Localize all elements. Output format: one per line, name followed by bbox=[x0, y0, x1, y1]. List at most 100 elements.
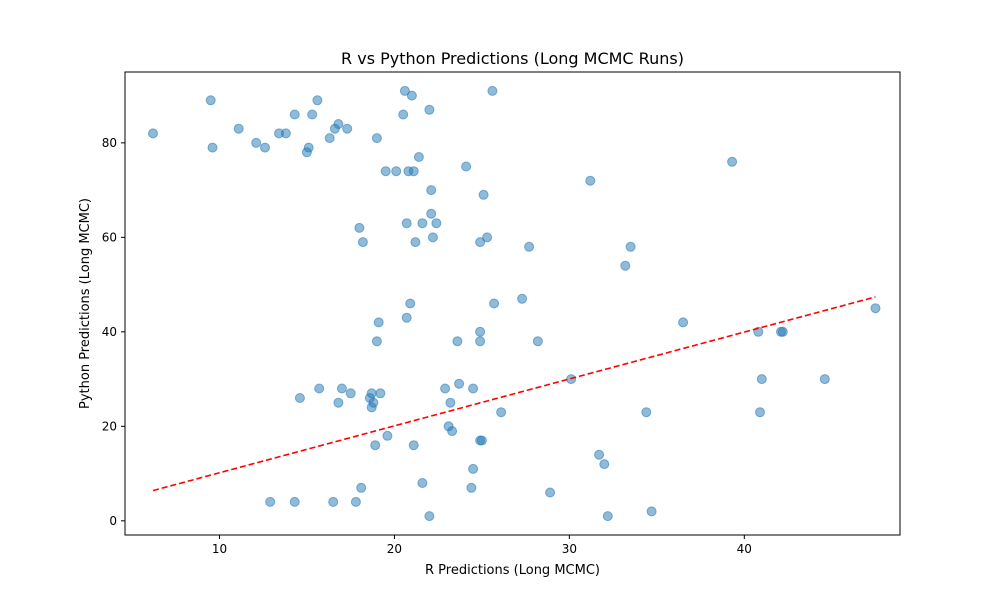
data-point bbox=[303, 142, 314, 153]
data-point bbox=[468, 463, 479, 474]
data-point bbox=[424, 511, 435, 522]
data-point bbox=[233, 123, 244, 134]
data-point bbox=[294, 393, 305, 403]
y-axis-label: Python Predictions (Long MCMC) bbox=[78, 198, 93, 409]
x-tick-label: 30 bbox=[562, 542, 577, 556]
data-point bbox=[454, 378, 465, 389]
data-point bbox=[265, 496, 276, 507]
data-point bbox=[585, 175, 596, 186]
data-point bbox=[401, 312, 412, 323]
data-point bbox=[398, 109, 409, 120]
data-point bbox=[478, 189, 489, 200]
data-point bbox=[496, 407, 507, 418]
fit-line-layer bbox=[152, 296, 876, 492]
data-point bbox=[408, 440, 419, 451]
points-layer bbox=[148, 85, 881, 522]
data-point bbox=[870, 303, 881, 314]
data-point bbox=[431, 218, 442, 229]
data-point bbox=[755, 407, 765, 418]
data-point bbox=[405, 298, 416, 309]
data-point bbox=[482, 232, 493, 243]
y-tick-label: 20 bbox=[102, 419, 117, 433]
data-point bbox=[410, 237, 421, 248]
data-point bbox=[594, 449, 605, 460]
data-point bbox=[356, 482, 367, 493]
data-point bbox=[289, 109, 300, 120]
fit-line bbox=[152, 296, 876, 492]
data-point bbox=[380, 166, 391, 177]
data-point bbox=[366, 388, 377, 399]
data-point bbox=[399, 85, 410, 96]
data-point bbox=[370, 440, 381, 451]
data-point bbox=[336, 383, 347, 394]
data-point bbox=[401, 218, 412, 229]
data-point bbox=[205, 95, 216, 106]
data-point bbox=[426, 185, 437, 196]
y-axis-ticks: 0 20 40 60 80 bbox=[102, 136, 125, 528]
chart-title: R vs Python Predictions (Long MCMC Runs) bbox=[341, 49, 684, 68]
data-point bbox=[641, 407, 652, 418]
data-point bbox=[517, 293, 528, 304]
data-point bbox=[417, 478, 428, 488]
data-point bbox=[280, 128, 291, 139]
data-point bbox=[475, 336, 486, 347]
data-point bbox=[333, 119, 344, 129]
data-point bbox=[426, 208, 437, 219]
data-point bbox=[324, 133, 335, 144]
data-point bbox=[476, 435, 487, 446]
data-point bbox=[487, 85, 498, 96]
data-point bbox=[366, 402, 377, 413]
data-point bbox=[620, 260, 631, 271]
data-point bbox=[599, 459, 610, 470]
data-point bbox=[312, 95, 323, 106]
data-point bbox=[328, 496, 339, 507]
y-tick-label: 80 bbox=[102, 136, 117, 150]
data-point bbox=[468, 383, 479, 394]
data-point bbox=[371, 133, 382, 144]
data-point bbox=[475, 237, 486, 248]
data-point bbox=[524, 241, 535, 252]
data-point bbox=[461, 161, 472, 172]
data-point bbox=[148, 128, 158, 139]
data-point bbox=[466, 482, 477, 493]
data-point bbox=[408, 166, 419, 177]
x-tick-label: 20 bbox=[387, 542, 402, 556]
data-point bbox=[382, 430, 393, 441]
data-point bbox=[354, 222, 365, 233]
data-point bbox=[406, 90, 417, 101]
data-point bbox=[413, 152, 424, 162]
data-point bbox=[375, 388, 386, 399]
data-point bbox=[333, 397, 344, 408]
y-tick-label: 40 bbox=[102, 325, 117, 339]
data-point bbox=[373, 317, 384, 328]
data-point bbox=[342, 123, 353, 134]
data-point bbox=[646, 506, 657, 517]
data-point bbox=[307, 109, 318, 120]
x-axis-ticks: 10 20 30 40 bbox=[212, 535, 752, 556]
data-point bbox=[445, 397, 456, 408]
x-tick-label: 10 bbox=[212, 542, 227, 556]
data-point bbox=[819, 374, 830, 385]
data-point bbox=[625, 241, 636, 252]
x-tick-label: 40 bbox=[737, 542, 752, 556]
data-point bbox=[424, 104, 435, 115]
data-point bbox=[440, 383, 451, 394]
y-tick-label: 0 bbox=[109, 514, 117, 528]
data-point bbox=[251, 137, 262, 148]
data-point bbox=[727, 156, 738, 167]
data-point bbox=[678, 317, 689, 328]
data-point bbox=[777, 326, 788, 337]
plot-frame bbox=[124, 71, 901, 536]
data-point bbox=[475, 326, 486, 337]
data-point bbox=[602, 511, 613, 522]
data-point bbox=[756, 374, 767, 385]
data-point bbox=[545, 487, 556, 498]
data-point bbox=[427, 232, 438, 243]
data-point bbox=[452, 336, 463, 347]
y-tick-label: 60 bbox=[102, 230, 117, 244]
data-point bbox=[447, 426, 458, 437]
data-point bbox=[350, 496, 361, 507]
data-point bbox=[357, 237, 368, 248]
data-point bbox=[314, 383, 325, 394]
data-point bbox=[417, 218, 428, 229]
